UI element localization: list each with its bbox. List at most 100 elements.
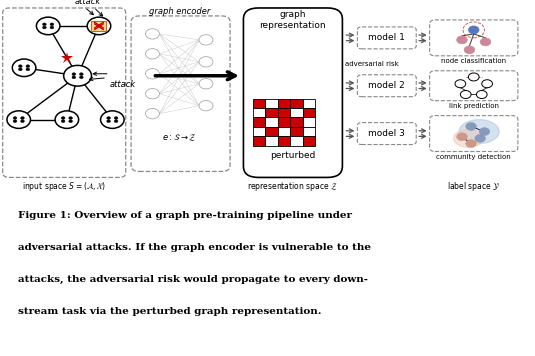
Text: node classification: node classification (441, 58, 506, 64)
Bar (253, 99, 265, 108)
Text: attacks, the adversarial risk would propagate to every down-: attacks, the adversarial risk would prop… (18, 275, 369, 284)
Circle shape (199, 57, 213, 67)
Circle shape (19, 65, 22, 68)
Circle shape (114, 117, 118, 119)
Bar (265, 127, 278, 136)
Circle shape (64, 66, 91, 86)
Circle shape (43, 23, 47, 26)
Circle shape (465, 122, 476, 130)
Bar (291, 127, 303, 136)
Bar (253, 117, 265, 127)
Circle shape (482, 80, 492, 88)
Bar (278, 127, 290, 136)
Text: stream task via the perturbed graph representation.: stream task via the perturbed graph repr… (18, 308, 322, 316)
Text: model 2: model 2 (369, 81, 405, 90)
Circle shape (61, 117, 65, 119)
Bar (303, 136, 316, 146)
Text: representation space $\mathcal{Z}$: representation space $\mathcal{Z}$ (247, 180, 338, 193)
Circle shape (199, 79, 213, 89)
Circle shape (26, 68, 30, 71)
Text: adversarial risk: adversarial risk (345, 61, 399, 67)
Circle shape (146, 29, 159, 39)
Circle shape (80, 73, 83, 75)
Ellipse shape (454, 129, 483, 147)
Bar (303, 99, 316, 108)
Circle shape (20, 117, 25, 119)
Text: input space $S = (\mathcal{A}, \mathcal{X})$: input space $S = (\mathcal{A}, \mathcal{… (22, 180, 106, 193)
Text: model 1: model 1 (369, 33, 405, 42)
Circle shape (480, 38, 491, 46)
Circle shape (479, 127, 490, 136)
Bar (265, 99, 278, 108)
Circle shape (61, 120, 65, 122)
Ellipse shape (459, 120, 499, 143)
Text: $e : \mathcal{S} \rightarrow \mathcal{Z}$: $e : \mathcal{S} \rightarrow \mathcal{Z}… (162, 132, 197, 143)
Bar (291, 108, 303, 117)
Text: community detection: community detection (437, 153, 511, 159)
Circle shape (146, 49, 159, 59)
Circle shape (107, 120, 111, 122)
Bar (303, 117, 316, 127)
Bar (303, 108, 316, 117)
Circle shape (55, 111, 79, 129)
Circle shape (43, 26, 47, 29)
Text: attack: attack (75, 0, 102, 6)
Circle shape (19, 68, 22, 71)
Circle shape (7, 111, 30, 129)
Text: graph
representation: graph representation (259, 10, 326, 30)
Bar (253, 108, 265, 117)
Circle shape (199, 100, 213, 111)
Bar (278, 117, 290, 127)
Circle shape (26, 65, 30, 68)
Text: perturbed: perturbed (270, 151, 315, 160)
Circle shape (456, 36, 468, 44)
Text: adversarial attacks. If the graph encoder is vulnerable to the: adversarial attacks. If the graph encode… (18, 243, 371, 252)
Circle shape (465, 140, 476, 147)
Circle shape (87, 17, 111, 35)
Circle shape (199, 35, 213, 45)
Text: graph encoder: graph encoder (149, 7, 210, 16)
FancyBboxPatch shape (243, 8, 342, 177)
Circle shape (20, 120, 25, 122)
Bar (291, 99, 303, 108)
Circle shape (101, 111, 124, 129)
Text: link prediction: link prediction (449, 103, 499, 109)
Bar (265, 108, 278, 117)
Circle shape (50, 26, 54, 29)
Circle shape (455, 80, 465, 88)
Bar (265, 136, 278, 146)
Circle shape (12, 59, 36, 77)
Text: model 3: model 3 (369, 129, 405, 138)
Bar (278, 136, 290, 146)
Circle shape (146, 109, 159, 119)
Bar (278, 108, 290, 117)
Circle shape (36, 17, 60, 35)
Circle shape (107, 117, 111, 119)
Circle shape (50, 23, 54, 26)
Text: attack: attack (110, 80, 136, 89)
Circle shape (80, 76, 83, 79)
Circle shape (68, 120, 73, 122)
Bar (253, 136, 265, 146)
FancyBboxPatch shape (91, 21, 106, 31)
Text: label space $\mathcal{Y}$: label space $\mathcal{Y}$ (447, 180, 500, 193)
Bar (278, 99, 290, 108)
Circle shape (72, 76, 76, 79)
Circle shape (13, 120, 17, 122)
Circle shape (68, 117, 73, 119)
Circle shape (476, 90, 487, 99)
Bar (291, 117, 303, 127)
Bar (303, 127, 316, 136)
Bar (291, 136, 303, 146)
Circle shape (469, 26, 479, 34)
Circle shape (460, 90, 471, 99)
Circle shape (469, 73, 479, 81)
Circle shape (13, 117, 17, 119)
Circle shape (114, 120, 118, 122)
Bar (265, 117, 278, 127)
Circle shape (464, 46, 475, 54)
Circle shape (146, 89, 159, 99)
Circle shape (72, 73, 76, 75)
Circle shape (456, 133, 468, 141)
Bar (253, 127, 265, 136)
